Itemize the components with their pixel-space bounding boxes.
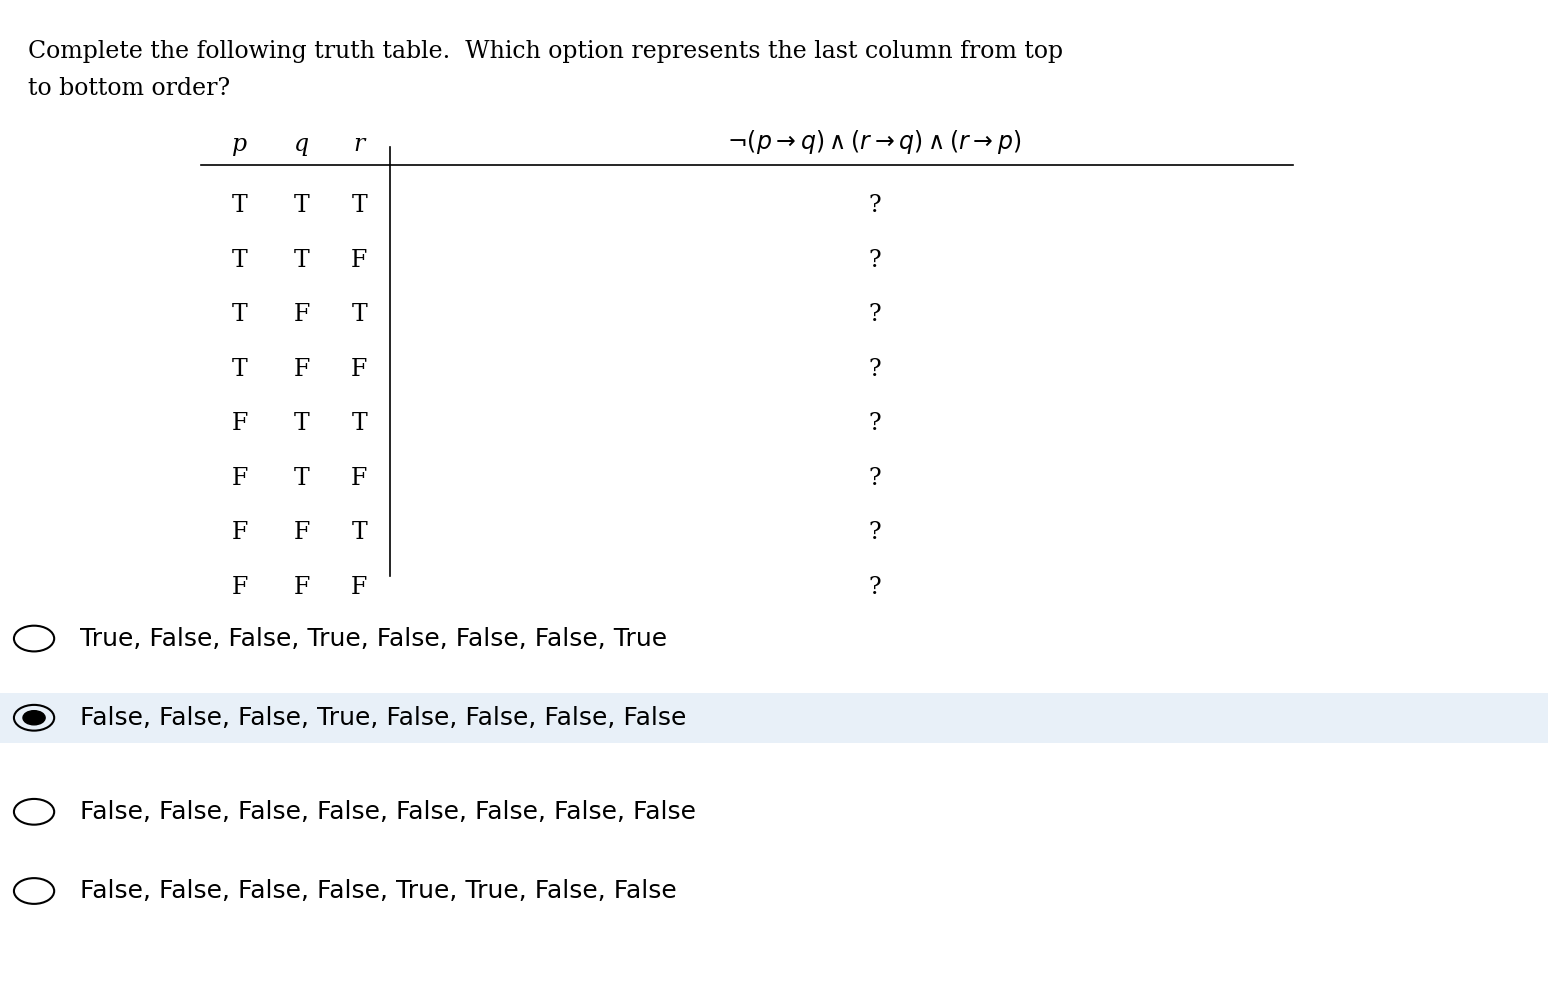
- FancyBboxPatch shape: [0, 693, 1548, 742]
- Text: F: F: [232, 466, 248, 490]
- Text: ?: ?: [868, 303, 881, 327]
- Text: $\neg(p \rightarrow q) \wedge (r \rightarrow q) \wedge (r \rightarrow p)$: $\neg(p \rightarrow q) \wedge (r \righta…: [728, 129, 1022, 156]
- Text: ?: ?: [868, 466, 881, 490]
- Text: False, False, False, True, False, False, False, False: False, False, False, True, False, False,…: [80, 706, 687, 730]
- Text: r: r: [353, 134, 365, 156]
- Text: T: T: [294, 194, 310, 218]
- Text: T: T: [294, 248, 310, 272]
- Text: q: q: [294, 134, 310, 156]
- Text: T: T: [351, 412, 367, 436]
- Text: F: F: [294, 575, 310, 599]
- Text: F: F: [232, 521, 248, 544]
- Text: F: F: [351, 357, 367, 381]
- Text: F: F: [351, 248, 367, 272]
- Text: Complete the following truth table.  Which option represents the last column fro: Complete the following truth table. Whic…: [28, 40, 1063, 62]
- Text: False, False, False, False, False, False, False, False: False, False, False, False, False, False…: [80, 800, 697, 824]
- Text: F: F: [294, 521, 310, 544]
- Text: ?: ?: [868, 248, 881, 272]
- Text: F: F: [351, 466, 367, 490]
- Text: p: p: [232, 134, 248, 156]
- Text: T: T: [294, 412, 310, 436]
- Text: T: T: [351, 521, 367, 544]
- Text: to bottom order?: to bottom order?: [28, 77, 231, 100]
- Text: True, False, False, True, False, False, False, True: True, False, False, True, False, False, …: [80, 627, 667, 650]
- Text: T: T: [351, 194, 367, 218]
- Text: T: T: [232, 357, 248, 381]
- Text: False, False, False, False, True, True, False, False: False, False, False, False, True, True, …: [80, 879, 676, 903]
- Text: T: T: [232, 303, 248, 327]
- Text: F: F: [294, 357, 310, 381]
- Text: ?: ?: [868, 521, 881, 544]
- Text: ?: ?: [868, 412, 881, 436]
- Text: ?: ?: [868, 575, 881, 599]
- Text: T: T: [294, 466, 310, 490]
- Text: ?: ?: [868, 357, 881, 381]
- Text: T: T: [232, 194, 248, 218]
- Text: F: F: [232, 412, 248, 436]
- Text: T: T: [351, 303, 367, 327]
- Circle shape: [23, 711, 45, 725]
- Text: F: F: [232, 575, 248, 599]
- Text: F: F: [351, 575, 367, 599]
- Text: F: F: [294, 303, 310, 327]
- Text: ?: ?: [868, 194, 881, 218]
- Text: T: T: [232, 248, 248, 272]
